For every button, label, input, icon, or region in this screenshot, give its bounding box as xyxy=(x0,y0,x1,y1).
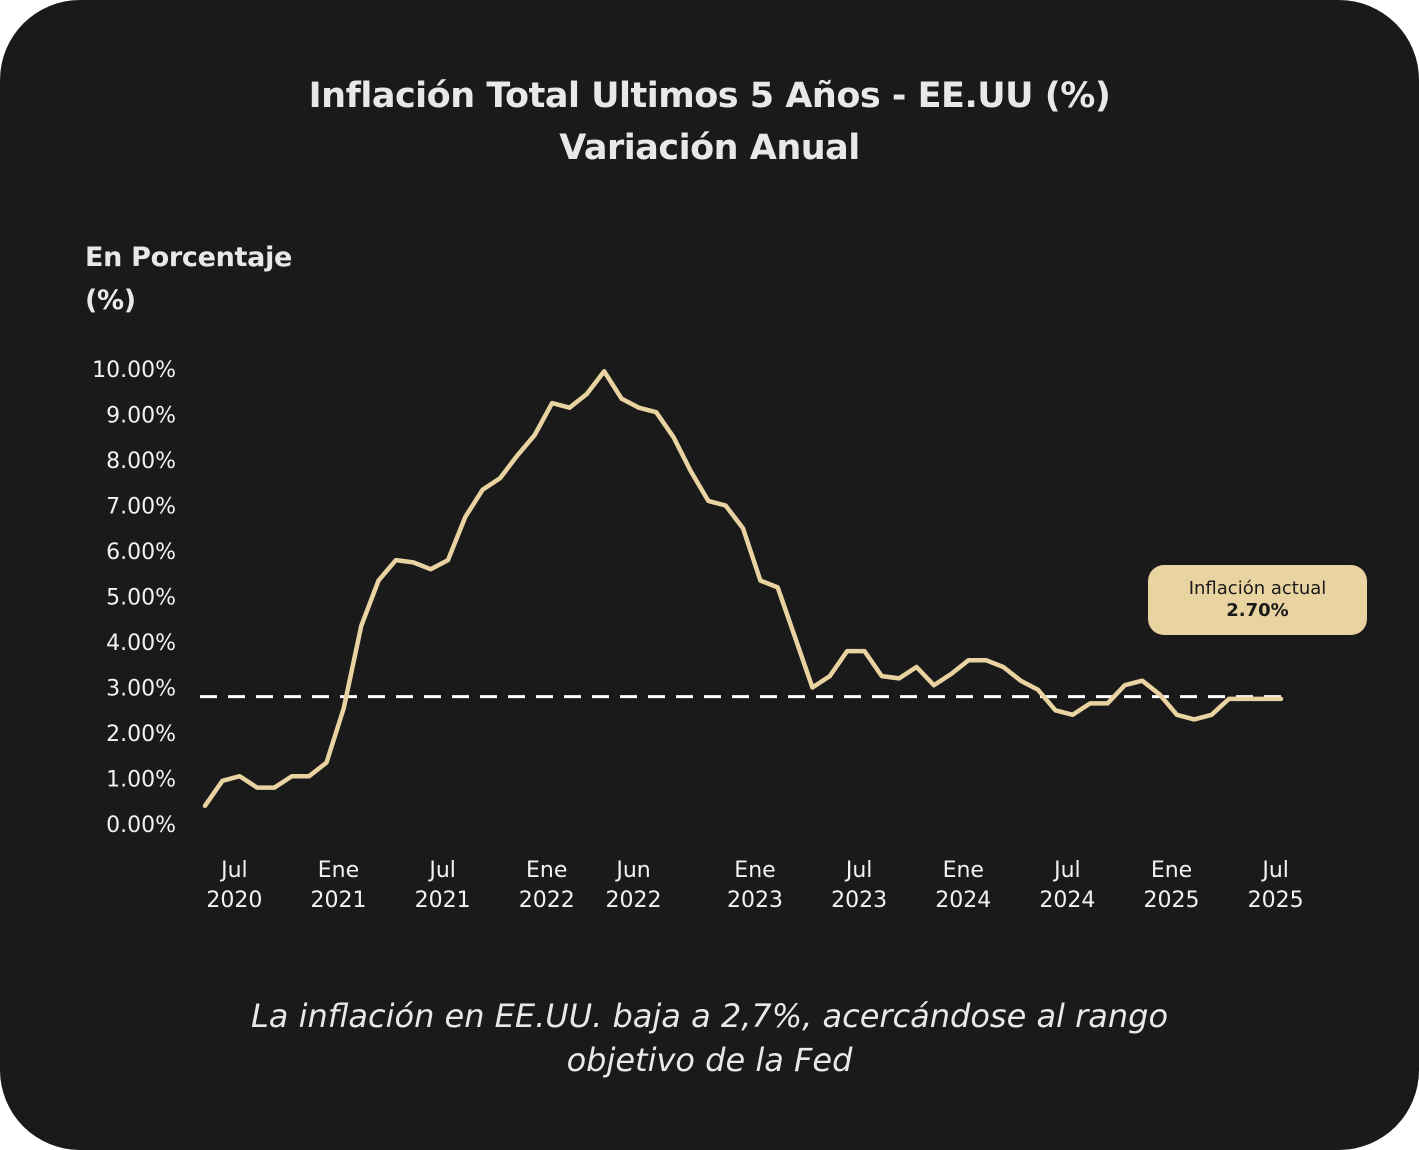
chart-subtitle: Variación Anual xyxy=(559,128,860,168)
x-tick-month: Jul xyxy=(844,858,873,883)
x-tick-month: Jul xyxy=(1260,858,1289,883)
x-tick-year: 2024 xyxy=(1039,888,1095,913)
x-tick-month: Jul xyxy=(427,858,456,883)
y-axis-label: En Porcentaje (%) xyxy=(85,236,292,322)
x-tick-year: 2022 xyxy=(519,888,575,913)
y-tick-label: 5.00% xyxy=(106,586,176,611)
y-axis-label-line2: (%) xyxy=(85,285,136,316)
callout-label: Inflación actual xyxy=(1188,578,1327,599)
x-tick-year: 2023 xyxy=(727,888,783,913)
x-tick-month: Ene xyxy=(1151,858,1192,883)
y-tick-label: 6.00% xyxy=(106,540,176,565)
x-tick-month: Ene xyxy=(526,858,567,883)
y-tick-label: 9.00% xyxy=(106,404,176,429)
y-tick-label: 7.00% xyxy=(106,495,176,520)
x-tick-month: Ene xyxy=(318,858,359,883)
y-tick-label: 4.00% xyxy=(106,631,176,656)
x-tick-month: Jul xyxy=(219,858,248,883)
current-inflation-callout: Inflación actual 2.70% xyxy=(1148,565,1367,635)
y-tick-label: 3.00% xyxy=(106,677,176,702)
x-tick-year: 2025 xyxy=(1248,888,1304,913)
x-tick-month: Ene xyxy=(734,858,775,883)
x-tick-month: Jun xyxy=(614,858,650,883)
series-line xyxy=(202,369,1284,809)
x-tick-year: 2022 xyxy=(606,888,662,913)
footnote: La inflación en EE.UU. baja a 2,7%, acer… xyxy=(150,994,1269,1082)
x-tick-month: Jul xyxy=(1052,858,1081,883)
x-tick-year: 2021 xyxy=(310,888,366,913)
footnote-line2: objetivo de la Fed xyxy=(566,1041,853,1079)
y-tick-label: 8.00% xyxy=(106,449,176,474)
x-tick-month: Ene xyxy=(943,858,984,883)
x-tick-year: 2021 xyxy=(415,888,471,913)
y-tick-label: 1.00% xyxy=(106,768,176,793)
x-tick-year: 2024 xyxy=(935,888,991,913)
x-tick-year: 2023 xyxy=(831,888,887,913)
callout-value: 2.70% xyxy=(1226,600,1289,621)
y-axis-ticks: 0.00% 1.00% 2.00% 3.00% 4.00% 5.00% 6.00% 7.00%… xyxy=(92,358,176,838)
x-tick-year: 2025 xyxy=(1144,888,1200,913)
footnote-line1: La inflación en EE.UU. baja a 2,7%, acer… xyxy=(250,997,1169,1035)
x-axis-ticks: Jul 2020 Ene 2021 Jul 2021 Ene 2022 Jun 2022 Ene 20… xyxy=(206,858,1303,913)
y-tick-label: 10.00% xyxy=(92,358,176,383)
y-axis-label-line1: En Porcentaje xyxy=(85,242,293,273)
y-tick-label: 0.00% xyxy=(106,813,176,838)
x-tick-year: 2020 xyxy=(206,888,262,913)
chart-title: Inflación Total Ultimos 5 Años - EE.UU (… xyxy=(308,76,1111,116)
y-tick-label: 2.00% xyxy=(106,722,176,747)
